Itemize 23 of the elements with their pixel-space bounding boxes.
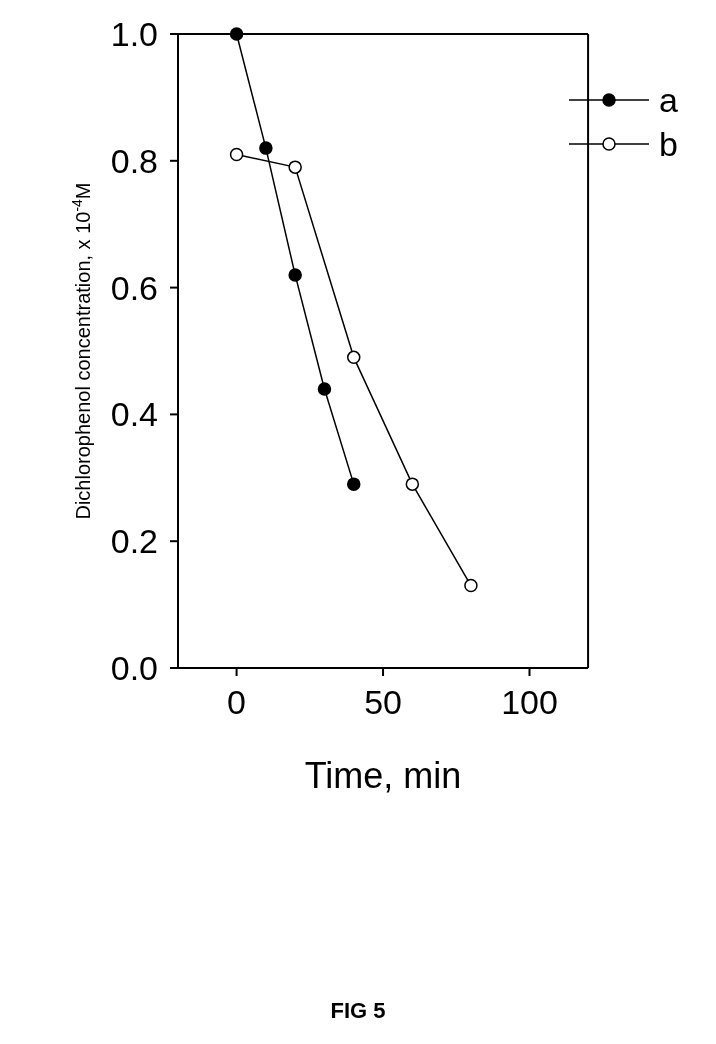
caption: FIG 5 xyxy=(329,998,387,1024)
y-tick-label: 0.4 xyxy=(110,395,158,434)
point xyxy=(288,160,302,174)
point xyxy=(288,268,302,282)
y-tick-label: 0.0 xyxy=(110,649,158,688)
x-tick-label: 0 xyxy=(227,683,247,722)
point xyxy=(347,477,361,491)
x-tick-label: 50 xyxy=(364,683,402,722)
point xyxy=(464,578,478,593)
x-tick-label: 100 xyxy=(501,683,558,722)
legend-label: b xyxy=(659,124,678,165)
point xyxy=(317,382,332,396)
point xyxy=(405,477,420,491)
y-tick-label: 0.8 xyxy=(110,141,158,180)
point xyxy=(229,27,244,41)
y-tick-label: 0.2 xyxy=(110,522,158,561)
point xyxy=(229,147,244,162)
y-tick-label: 0.6 xyxy=(110,268,158,307)
x-axis-title: Time, min xyxy=(304,755,462,796)
y-tick-label: 1.0 xyxy=(110,15,158,54)
legend-label: a xyxy=(659,80,678,121)
point xyxy=(347,350,361,365)
point xyxy=(259,141,273,155)
